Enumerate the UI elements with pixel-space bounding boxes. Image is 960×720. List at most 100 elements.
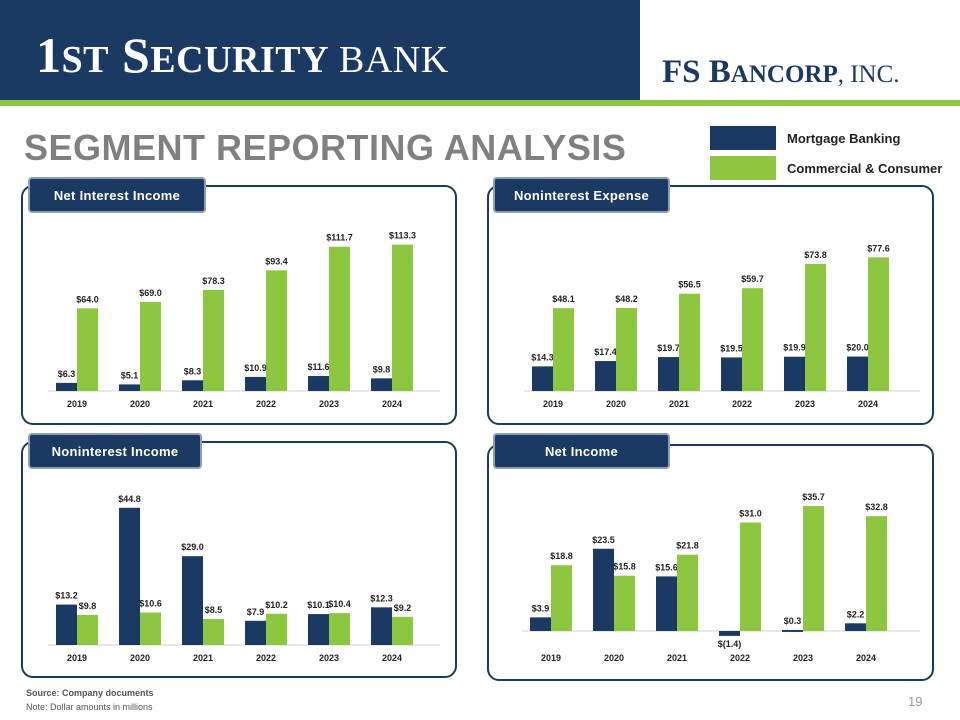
data-label-commercial-2024: $32.8	[865, 502, 888, 512]
data-label-mortgage-2022: $19.5	[720, 343, 743, 353]
tick-label-2022: 2022	[732, 399, 752, 409]
bar-mortgage-2019	[56, 382, 77, 391]
bar-commercial-2023	[805, 263, 826, 391]
data-label-commercial-2021: $56.5	[678, 280, 701, 290]
bar-commercial-2021	[203, 618, 224, 645]
data-label-mortgage-2024: $2.2	[847, 609, 865, 619]
data-label-mortgage-2019: $3.9	[532, 603, 550, 613]
tick-label-2021: 2021	[193, 399, 213, 409]
data-label-commercial-2023: $111.7	[326, 233, 353, 243]
tick-label-2020: 2020	[604, 653, 624, 663]
tick-label-2024: 2024	[858, 399, 878, 409]
fs-bancorp-logo: FS BANCORP, INC.	[662, 54, 900, 90]
data-label-commercial-2019: $48.1	[552, 294, 575, 304]
data-label-commercial-2020: $69.0	[139, 288, 162, 298]
data-label-mortgage-2021: $19.7	[657, 343, 680, 353]
source-note: Source: Company documents	[26, 688, 154, 698]
data-label-mortgage-2019: $13.2	[55, 591, 78, 601]
bar-commercial-2019	[553, 308, 574, 391]
tick-label-2020: 2020	[606, 399, 626, 409]
bar-commercial-2024	[392, 616, 413, 645]
data-label-mortgage-2022: $7.9	[247, 607, 265, 617]
tick-label-2024: 2024	[382, 399, 402, 409]
bar-mortgage-2019	[532, 366, 553, 391]
tick-label-2019: 2019	[541, 653, 561, 663]
header-banner-right	[640, 0, 960, 100]
data-label-commercial-2020: $48.2	[615, 294, 638, 304]
legend-swatch-commercial	[710, 156, 776, 180]
tab-noninterest-expense: Noninterest Expense	[493, 177, 670, 213]
data-label-mortgage-2020: $44.8	[118, 494, 141, 504]
bar-commercial-2021	[203, 289, 224, 391]
tick-label-2023: 2023	[319, 399, 339, 409]
tick-label-2021: 2021	[193, 653, 213, 663]
data-label-commercial-2020: $10.6	[139, 599, 162, 609]
data-label-mortgage-2021: $15.6	[655, 562, 678, 572]
header-banner-left	[0, 0, 640, 100]
bar-mortgage-2023	[308, 376, 329, 391]
bar-commercial-2020	[140, 612, 161, 645]
first-security-bank-logo: 1ST SECURITY BANK	[36, 27, 449, 83]
bar-mortgage-2020	[595, 361, 616, 391]
data-label-commercial-2023: $35.7	[802, 492, 825, 502]
data-label-mortgage-2020: $5.1	[121, 370, 139, 380]
footnote: Note: Dollar amounts in millions	[26, 702, 153, 712]
bar-commercial-2023	[329, 246, 350, 391]
data-label-mortgage-2024: $12.3	[370, 593, 393, 603]
chart-noninterest-expense: $14.3 $48.1 2019 $17.4 $48.2 2020 $19.7 $56.5 20…	[524, 243, 920, 409]
bar-mortgage-2022	[245, 376, 266, 391]
data-label-commercial-2024: $9.2	[394, 603, 412, 613]
bar-mortgage-2021	[656, 576, 677, 631]
chart-noninterest-income: $13.2$9.8 2019 $44.8 $10.6 2020 $29.0 $8.5 2021…	[48, 494, 440, 663]
bar-commercial-2019	[551, 565, 572, 631]
tab-noninterest-income: Noninterest Income	[28, 433, 202, 469]
data-label-commercial-2021: $78.3	[202, 276, 225, 286]
data-label-mortgage-2020: $17.4	[594, 347, 617, 357]
data-label-commercial-2022: $93.4	[265, 256, 288, 266]
bar-mortgage-2022	[719, 631, 740, 636]
bar-commercial-2022	[742, 288, 763, 391]
data-label-commercial-2024: $77.6	[867, 243, 890, 253]
bar-commercial-2024	[866, 516, 887, 631]
data-label-commercial-2020: $15.8	[613, 562, 636, 572]
data-label-commercial-2019: $18.8	[550, 551, 573, 561]
data-label-mortgage-2019: $6.3	[58, 369, 76, 379]
data-label-mortgage-2023: $19.9	[783, 343, 806, 353]
tick-label-2022: 2022	[256, 399, 276, 409]
bar-mortgage-2024	[371, 607, 392, 645]
bar-mortgage-2021	[182, 556, 203, 645]
bar-commercial-2020	[614, 575, 635, 631]
data-label-mortgage-2020: $23.5	[592, 535, 615, 545]
bar-mortgage-2021	[658, 357, 679, 391]
tick-label-2019: 2019	[67, 653, 87, 663]
bar-mortgage-2020	[593, 548, 614, 631]
bar-commercial-2022	[266, 270, 287, 391]
data-label-mortgage-2024: $9.8	[373, 364, 391, 374]
header-accent-stripe	[0, 100, 960, 106]
tick-label-2022: 2022	[256, 653, 276, 663]
bar-mortgage-2019	[530, 617, 551, 631]
legend-swatch-mortgage	[710, 126, 776, 150]
bar-mortgage-2019	[56, 604, 77, 645]
data-label-commercial-2021: $8.5	[205, 605, 223, 615]
tick-label-2022: 2022	[730, 653, 750, 663]
data-label-mortgage-2022: $(1.4)	[718, 639, 742, 649]
data-label-mortgage-2023: $11.6	[307, 362, 329, 372]
tick-label-2020: 2020	[130, 653, 150, 663]
bar-mortgage-2020	[119, 507, 140, 645]
data-label-mortgage-2024: $20.0	[846, 343, 869, 353]
chart-net-interest-income: $6.3 $64.0 2019 $5.1 $69.0 2020 $8.3 $78.3 2021 $…	[48, 231, 440, 409]
bar-mortgage-2023	[782, 629, 803, 632]
data-label-mortgage-2023: $0.3	[784, 616, 802, 626]
tick-label-2020: 2020	[130, 399, 150, 409]
data-label-mortgage-2023: $10.1	[307, 600, 330, 610]
data-label-commercial-2022: $10.2	[265, 600, 288, 610]
data-label-commercial-2019: $64.0	[76, 294, 99, 304]
bar-commercial-2023	[329, 613, 350, 645]
bar-mortgage-2022	[721, 357, 742, 391]
bar-mortgage-2020	[119, 384, 140, 391]
tick-label-2024: 2024	[856, 653, 876, 663]
bar-commercial-2022	[266, 613, 287, 645]
bar-mortgage-2024	[371, 378, 392, 391]
data-label-mortgage-2022: $10.9	[244, 363, 267, 373]
